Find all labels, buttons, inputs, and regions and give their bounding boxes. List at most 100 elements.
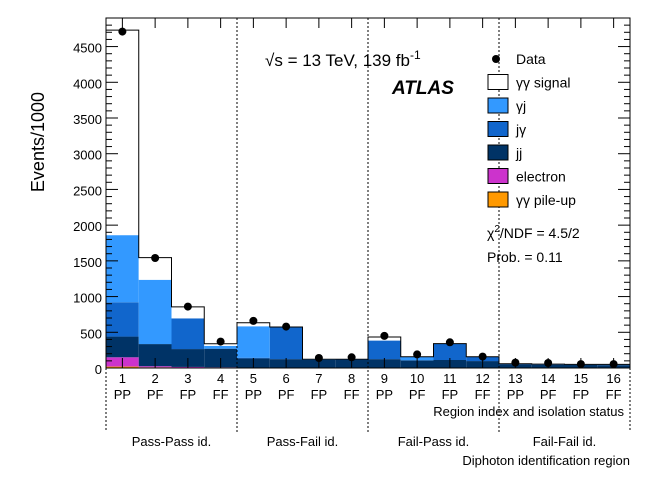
x-tick-label-12: 12 — [475, 371, 489, 386]
x-isolation-label-6: PF — [278, 387, 295, 402]
y-tick-label-0: 0 — [95, 362, 102, 377]
data-point-2 — [151, 254, 160, 262]
group-labels: Pass-Pass id. Pass-Fail id. Fail-Pass id. F… — [132, 434, 597, 449]
data-point-10 — [413, 350, 422, 359]
y-tick-label-4000: 4000 — [73, 76, 102, 91]
legend-swatch-4 — [487, 144, 509, 161]
axes: 0500100015002000250030003500400045001PP2… — [73, 18, 630, 402]
y-tick-label-4500: 4500 — [73, 41, 102, 56]
x-isolation-label-8: FF — [344, 387, 360, 402]
legend-swatch-2 — [487, 97, 509, 114]
x-isolation-label-10: PF — [409, 387, 426, 402]
legend-label-2: γj — [516, 98, 526, 114]
group-label-3: Fail-Pass id. — [398, 434, 470, 449]
group-label-4: Fail-Fail id. — [533, 434, 597, 449]
chi2-symbol: χ — [487, 225, 495, 241]
bar-j-9 — [368, 340, 401, 360]
x-isolation-label-1: PP — [114, 387, 131, 402]
legend-label-1: γγ signal — [516, 75, 570, 91]
legend-swatch-6 — [487, 191, 509, 208]
x-axis-region-title: Region index and isolation status — [433, 404, 624, 419]
y-axis-title: Events/1000 — [28, 92, 48, 192]
plot-frame — [105, 17, 631, 369]
y-tick-label-2500: 2500 — [73, 183, 102, 198]
x-tick-label-8: 8 — [348, 371, 355, 386]
group-label-2: Pass-Fail id. — [267, 434, 339, 449]
legend-marker-data — [492, 55, 500, 63]
energy-sup: -1 — [410, 48, 421, 62]
x-isolation-label-14: PF — [540, 387, 557, 402]
data-point-14 — [544, 359, 553, 367]
x-tick-label-10: 10 — [410, 371, 424, 386]
data-point-13 — [511, 358, 520, 367]
legend-label-3: jγ — [515, 122, 526, 138]
legend-label-0: Data — [516, 51, 546, 67]
x-tick-label-6: 6 — [283, 371, 290, 386]
x-isolation-label-11: FP — [442, 387, 459, 402]
atlas-label: ATLAS — [391, 78, 454, 99]
bar-jj-1 — [106, 336, 139, 358]
legend-label-5: electron — [516, 169, 566, 185]
total-outline — [105, 29, 631, 368]
x-tick-label-7: 7 — [315, 371, 322, 386]
data-point-9 — [380, 331, 389, 340]
energy-label: √s = 13 TeV, 139 fb-1 — [265, 48, 421, 70]
x-tick-label-3: 3 — [184, 371, 191, 386]
x-tick-label-16: 16 — [606, 371, 620, 386]
bar-j-2 — [138, 279, 172, 345]
energy-eq: = 13 TeV, 139 fb — [283, 51, 410, 70]
legend-swatch-1 — [487, 74, 509, 90]
prob-label: Prob. = 0.11 — [487, 249, 563, 265]
x-tick-label-15: 15 — [574, 371, 588, 386]
x-isolation-label-15: FP — [573, 387, 590, 402]
bars-layer — [106, 30, 630, 368]
x-isolation-label-2: PF — [147, 387, 164, 402]
x-tick-label-2: 2 — [152, 371, 159, 386]
bar-j-6 — [269, 327, 303, 360]
legend-label-6: γγ pile-up — [516, 192, 576, 208]
x-tick-label-11: 11 — [443, 371, 457, 386]
x-tick-label-13: 13 — [508, 371, 522, 386]
x-tick-label-5: 5 — [250, 371, 257, 386]
data-point-1 — [118, 27, 127, 36]
x-tick-label-4: 4 — [217, 371, 224, 386]
bar-j-4 — [204, 345, 237, 349]
x-axis-group-title: Diphoton identification region — [462, 453, 630, 468]
x-isolation-label-5: PP — [245, 387, 262, 402]
energy-sqrt: √s — [265, 51, 283, 70]
y-tick-label-500: 500 — [80, 326, 102, 341]
group-label-1: Pass-Pass id. — [132, 434, 211, 449]
data-point-11 — [445, 338, 454, 347]
legend: Data γγ signal γj jγ jj electron γγ pile-up — [487, 51, 576, 208]
data-point-7 — [314, 354, 323, 362]
bar-jj-2 — [138, 344, 172, 367]
legend-swatch-5 — [487, 168, 509, 184]
x-isolation-label-12: FF — [475, 387, 491, 402]
bar-j-11 — [433, 343, 467, 360]
x-isolation-label-16: FF — [606, 387, 622, 402]
bar-j-5 — [237, 326, 270, 358]
data-point-15 — [576, 360, 585, 369]
chi2-sup: 2 — [494, 224, 500, 235]
data-point-3 — [183, 302, 192, 311]
data-points — [118, 27, 618, 369]
bar-signal-2 — [138, 257, 172, 280]
bar-j-1 — [106, 235, 139, 303]
x-isolation-label-3: FP — [180, 387, 197, 402]
bar-j-3 — [171, 318, 205, 350]
x-tick-label-9: 9 — [381, 371, 388, 386]
x-isolation-label-13: PP — [507, 387, 524, 402]
legend-label-4: jj — [515, 145, 522, 161]
data-point-6 — [282, 322, 291, 331]
data-point-8 — [347, 353, 356, 362]
y-tick-label-2000: 2000 — [73, 219, 102, 234]
x-tick-label-14: 14 — [541, 371, 555, 386]
chi2-rest: /NDF = 4.5/2 — [500, 225, 580, 241]
data-point-5 — [249, 316, 258, 325]
bar-signal-3 — [171, 306, 205, 319]
x-tick-label-1: 1 — [119, 371, 126, 386]
data-point-4 — [216, 337, 225, 346]
bar-j-1 — [106, 302, 139, 337]
y-tick-label-1500: 1500 — [73, 255, 102, 270]
